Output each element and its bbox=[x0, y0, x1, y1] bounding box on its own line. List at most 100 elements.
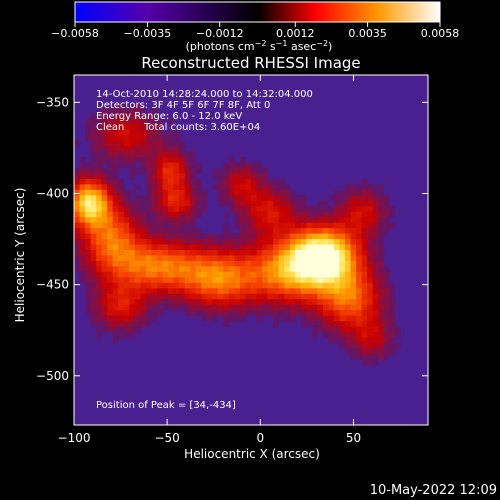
heatmap-cell bbox=[372, 222, 379, 229]
heatmap-cell bbox=[372, 195, 379, 202]
heatmap-cell bbox=[234, 310, 241, 317]
heatmap-cell bbox=[311, 239, 318, 246]
heatmap-cell bbox=[273, 321, 280, 328]
heatmap-cell bbox=[190, 157, 197, 164]
heatmap-cell bbox=[129, 162, 136, 169]
heatmap-cell bbox=[322, 332, 330, 339]
heatmap-cell bbox=[90, 211, 97, 218]
heatmap-cell bbox=[217, 233, 224, 240]
heatmap-cell bbox=[101, 255, 108, 262]
heatmap-cell bbox=[239, 217, 247, 224]
heatmap-cell bbox=[79, 277, 86, 284]
heatmap-cell bbox=[372, 244, 379, 251]
heatmap-cell bbox=[145, 206, 153, 213]
annotation-time: 14-Oct-2010 14:28:24.000 to 14:32:04.000 bbox=[96, 89, 313, 100]
heatmap-cell bbox=[239, 189, 247, 196]
heatmap-cell bbox=[162, 217, 169, 224]
heatmap-cell bbox=[74, 178, 81, 185]
heatmap-cell bbox=[322, 244, 330, 251]
heatmap-cell bbox=[389, 342, 396, 350]
heatmap-cell bbox=[383, 200, 390, 207]
heatmap-cell bbox=[262, 211, 269, 218]
heatmap-cell bbox=[372, 348, 379, 355]
heatmap-cell bbox=[239, 157, 247, 164]
heatmap-cell bbox=[129, 173, 136, 180]
heatmap-cell bbox=[361, 255, 368, 262]
heatmap-cell bbox=[217, 244, 224, 251]
heatmap-cell bbox=[284, 255, 291, 262]
heatmap-cell bbox=[112, 184, 119, 191]
heatmap-cell bbox=[223, 239, 230, 246]
heatmap-cell bbox=[378, 189, 385, 196]
heatmap-cell bbox=[74, 140, 81, 147]
heatmap-cell bbox=[295, 260, 302, 268]
y-tick-label: −450 bbox=[36, 278, 69, 292]
heatmap-cell bbox=[140, 167, 147, 175]
heatmap-cell bbox=[339, 337, 346, 344]
heatmap-cell bbox=[223, 310, 230, 317]
heatmap-cell bbox=[101, 124, 108, 131]
heatmap-cell bbox=[101, 189, 108, 196]
heatmap-cell bbox=[228, 315, 236, 322]
heatmap-cell bbox=[145, 260, 153, 268]
heatmap-cell bbox=[284, 310, 291, 317]
heatmap-cell bbox=[90, 217, 97, 224]
heatmap-cell bbox=[350, 348, 357, 355]
heatmap-cell bbox=[145, 228, 153, 235]
heatmap-cell bbox=[85, 250, 92, 257]
heatmap-cell bbox=[79, 211, 86, 218]
colorbar-tick-label: −0.0058 bbox=[51, 27, 99, 40]
heatmap-cell bbox=[284, 200, 291, 207]
heatmap-cell bbox=[328, 217, 335, 224]
heatmap-cell bbox=[356, 244, 363, 251]
heatmap-cell bbox=[267, 288, 274, 295]
heatmap-cell bbox=[350, 211, 357, 218]
heatmap-cell bbox=[123, 211, 130, 218]
heatmap-cell bbox=[372, 304, 379, 311]
heatmap-cell bbox=[85, 239, 92, 246]
heatmap-cell bbox=[339, 206, 346, 213]
heatmap-cell bbox=[112, 250, 119, 257]
heatmap-cell bbox=[295, 211, 302, 218]
heatmap-cell bbox=[361, 178, 368, 185]
heatmap-cell bbox=[367, 315, 374, 322]
heatmap-cell bbox=[350, 315, 357, 322]
heatmap-cell bbox=[151, 118, 158, 125]
heatmap-cell bbox=[96, 135, 103, 142]
heatmap-cell bbox=[206, 304, 213, 311]
heatmap-cell bbox=[367, 266, 374, 273]
heatmap-cell bbox=[361, 310, 368, 317]
heatmap-cell bbox=[311, 288, 318, 295]
heatmap-cell bbox=[284, 299, 291, 306]
heatmap-cell bbox=[311, 211, 318, 218]
heatmap-cell bbox=[383, 271, 390, 278]
heatmap-cell bbox=[179, 233, 186, 240]
heatmap-cell bbox=[267, 206, 274, 213]
heatmap-cell bbox=[234, 167, 241, 175]
heatmap-cell bbox=[168, 304, 175, 311]
heatmap-cell bbox=[145, 146, 153, 153]
heatmap-cell bbox=[306, 304, 313, 311]
heatmap-cell bbox=[345, 222, 352, 229]
heatmap-cell bbox=[322, 217, 330, 224]
heatmap-cell bbox=[356, 189, 363, 196]
heatmap-cell bbox=[184, 299, 191, 306]
heatmap-cell bbox=[350, 195, 357, 202]
heatmap-cell bbox=[90, 140, 97, 147]
heatmap-cell bbox=[239, 271, 247, 278]
heatmap-cell bbox=[367, 233, 374, 240]
heatmap-cell bbox=[79, 217, 86, 224]
heatmap-cell bbox=[151, 162, 158, 169]
heatmap-cell bbox=[74, 228, 81, 235]
heatmap-cell bbox=[101, 277, 108, 284]
heatmap-cell bbox=[173, 250, 180, 257]
heatmap-cell bbox=[85, 233, 92, 240]
heatmap-cell bbox=[179, 260, 186, 268]
heatmap-cell bbox=[267, 222, 274, 229]
heatmap-cell bbox=[267, 277, 274, 284]
heatmap-cell bbox=[300, 310, 307, 317]
heatmap-cell bbox=[311, 315, 318, 322]
heatmap-cell bbox=[333, 304, 341, 311]
heatmap-cell bbox=[184, 288, 191, 295]
heatmap-cell bbox=[173, 266, 180, 273]
